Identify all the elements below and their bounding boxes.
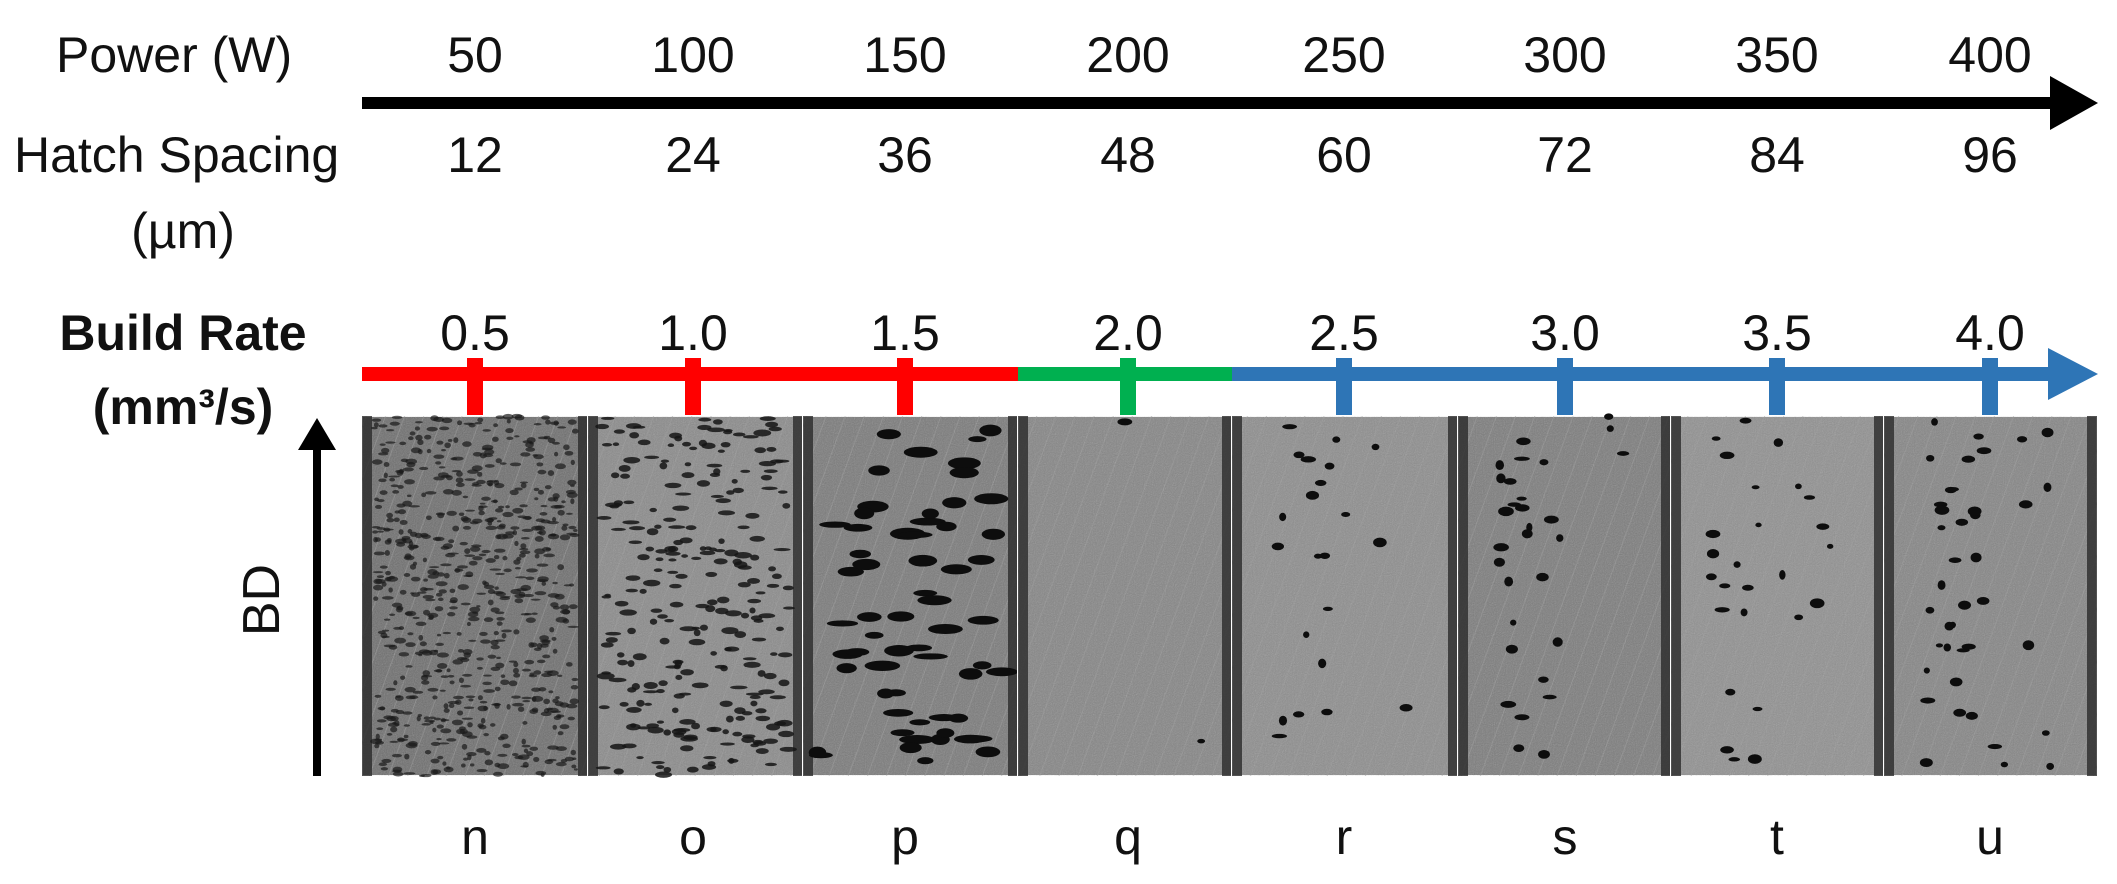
micrograph-r (1231, 415, 1459, 777)
micrograph-p (802, 415, 1019, 777)
micrograph-q (1017, 415, 1233, 777)
micrograph-t (1670, 415, 1885, 777)
sample-label-s: s (1552, 809, 1578, 865)
build-rate-value: 0.5 (440, 305, 510, 361)
power-value: 250 (1302, 27, 1386, 83)
build-rate-tick (897, 358, 913, 416)
arrow-right-icon (2048, 348, 2098, 400)
micrograph-o (587, 415, 804, 778)
build-rate-tick (1769, 358, 1785, 416)
micrograph-u (1883, 415, 2098, 777)
power-axis-arrow (362, 76, 2098, 130)
build-direction-arrow (298, 418, 336, 776)
build-rate-tick (1557, 358, 1573, 416)
sample-label-r: r (1335, 809, 1353, 865)
build-rate-tick (1982, 358, 1998, 416)
build-rate-tick (685, 358, 701, 416)
hatch-value: 96 (1962, 127, 2018, 183)
power-label: Power (W) (56, 27, 293, 83)
build-direction-label: BD (233, 563, 292, 637)
hatch-value: 60 (1316, 127, 1372, 183)
sample-label-t: t (1770, 809, 1784, 865)
hatch-label-line1: Hatch Spacing (14, 127, 340, 183)
build-rate-value: 4.0 (1955, 305, 2025, 361)
power-value: 300 (1523, 27, 1607, 83)
hatch-value: 24 (665, 127, 721, 183)
build-rate-tick (1120, 358, 1136, 416)
sample-label-q: q (1114, 809, 1142, 865)
power-value: 150 (863, 27, 947, 83)
build-rate-value: 1.0 (658, 305, 728, 361)
hatch-value: 36 (877, 127, 933, 183)
build-rate-value: 2.5 (1309, 305, 1379, 361)
build-rate-label-line1: Build Rate (59, 305, 307, 361)
arrow-up-icon (298, 418, 336, 450)
sample-label-o: o (679, 809, 707, 865)
power-value: 200 (1086, 27, 1170, 83)
power-value: 350 (1735, 27, 1819, 83)
build-rate-value: 3.0 (1530, 305, 1600, 361)
build-rate-axis (362, 348, 2098, 416)
build-rate-value: 2.0 (1093, 305, 1163, 361)
build-rate-label-line2: (mm³/s) (92, 379, 274, 435)
hatch-label-line2: (µm) (131, 203, 235, 259)
build-rate-tick (1336, 358, 1352, 416)
micrograph-n (361, 413, 589, 778)
micrograph-s (1457, 413, 1672, 777)
hatch-value: 12 (447, 127, 503, 183)
build-rate-tick (467, 358, 483, 416)
hatch-value: 84 (1749, 127, 1805, 183)
power-value: 50 (447, 27, 503, 83)
hatch-value: 72 (1537, 127, 1593, 183)
power-value: 100 (651, 27, 735, 83)
hatch-value: 48 (1100, 127, 1156, 183)
build-rate-value: 1.5 (870, 305, 940, 361)
sample-label-n: n (461, 809, 489, 865)
arrow-right-icon (2050, 76, 2098, 130)
sample-label-u: u (1976, 809, 2004, 865)
power-value: 400 (1948, 27, 2032, 83)
sample-label-p: p (891, 809, 919, 865)
build-rate-value: 3.5 (1742, 305, 1812, 361)
